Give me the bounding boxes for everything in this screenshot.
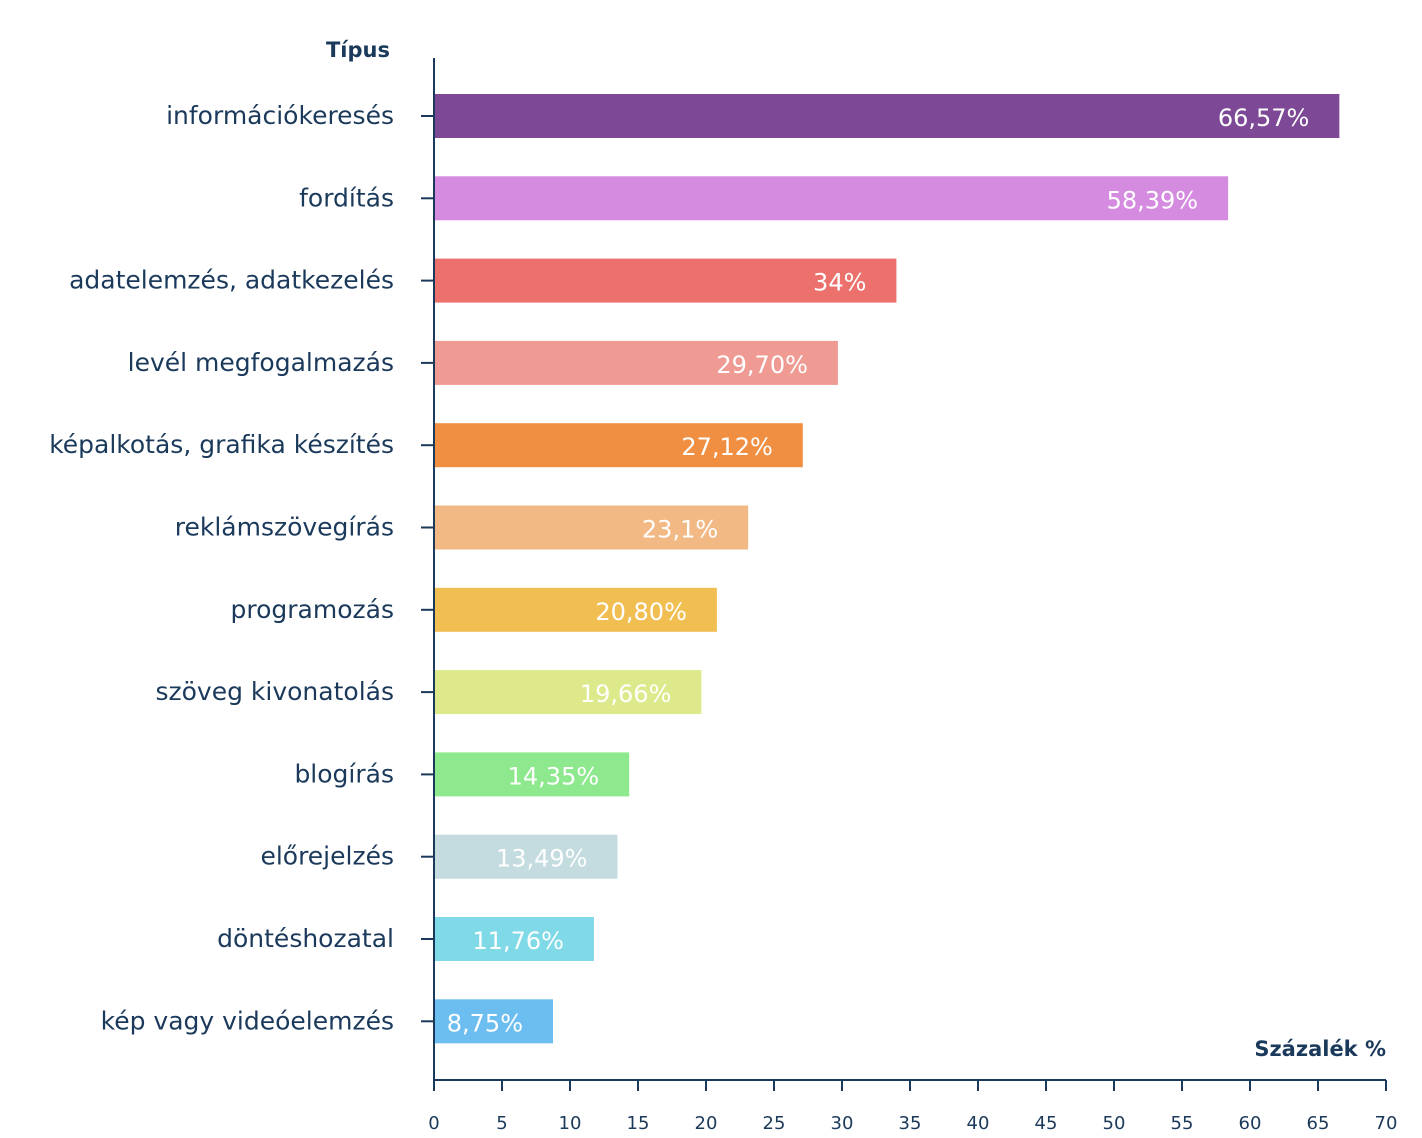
x-tick-label: 15 [627,1113,650,1134]
data-label: 14,35% [508,762,600,790]
x-tick-label: 55 [1171,1113,1194,1134]
category-label: kép vagy videóelemzés [101,1006,394,1035]
y-axis-title: Típus [326,38,390,62]
bar [435,999,553,1044]
bar [435,176,1229,221]
x-tick-label: 30 [831,1113,854,1134]
x-tick-label: 20 [695,1113,718,1134]
category-label: fordítás [299,183,394,212]
category-label: képalkotás, grafika készítés [49,430,394,459]
bar [435,834,618,879]
x-tick-label: 40 [967,1113,990,1134]
data-label: 66,57% [1218,104,1310,132]
data-label: 34% [813,269,866,297]
x-tick-label: 5 [496,1113,507,1134]
data-label: 20,80% [595,598,687,626]
bar [435,670,702,715]
x-tick-label: 35 [899,1113,922,1134]
bar [435,917,594,961]
data-label: 58,39% [1107,186,1199,214]
category-label: információkeresés [166,101,394,130]
bars: információkeresés 66,57% fordítás 58,39% ada… [49,94,1340,1044]
data-label: 13,49% [496,845,588,873]
category-label: szöveg kivonatolás [155,677,394,706]
category-label: blogírás [294,759,394,788]
bar [435,94,1340,138]
data-label: 29,70% [716,351,808,379]
bar [435,587,717,632]
category-label: előrejelzés [260,842,394,871]
x-tick-label: 10 [559,1113,582,1134]
x-tick-label: 70 [1375,1113,1398,1134]
x-tick-label: 50 [1103,1113,1126,1134]
data-label: 27,12% [681,433,773,461]
bar [435,752,630,797]
x-axis-title: Százalék % [1254,1037,1386,1061]
data-label: 19,66% [580,680,672,708]
bar [435,423,803,468]
category-label: reklámszövegírás [175,513,394,542]
category-label: programozás [231,595,394,624]
x-tick-label: 25 [763,1113,786,1134]
x-tick-label: 60 [1239,1113,1262,1134]
bar [435,258,897,303]
data-label: 11,76% [472,927,564,955]
bar [435,505,749,550]
x-tick-label: 65 [1307,1113,1330,1134]
x-tick-label: 0 [428,1113,439,1134]
category-label: levél megfogalmazás [128,348,394,377]
data-label: 8,75% [447,1009,523,1037]
category-label: döntéshozatal [217,924,394,953]
data-label: 23,1% [642,516,718,544]
x-tick-label: 45 [1035,1113,1058,1134]
x-axis-ticks: 0 5 10 15 20 25 30 35 40 45 50 55 60 65 70 [428,1080,1397,1134]
bar [435,340,838,385]
category-label: adatelemzés, adatkezelés [69,266,394,295]
